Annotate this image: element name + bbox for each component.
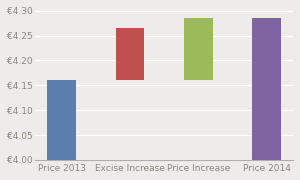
Bar xyxy=(252,18,281,160)
Bar xyxy=(47,80,76,160)
Bar xyxy=(184,18,213,80)
Bar xyxy=(116,28,144,80)
